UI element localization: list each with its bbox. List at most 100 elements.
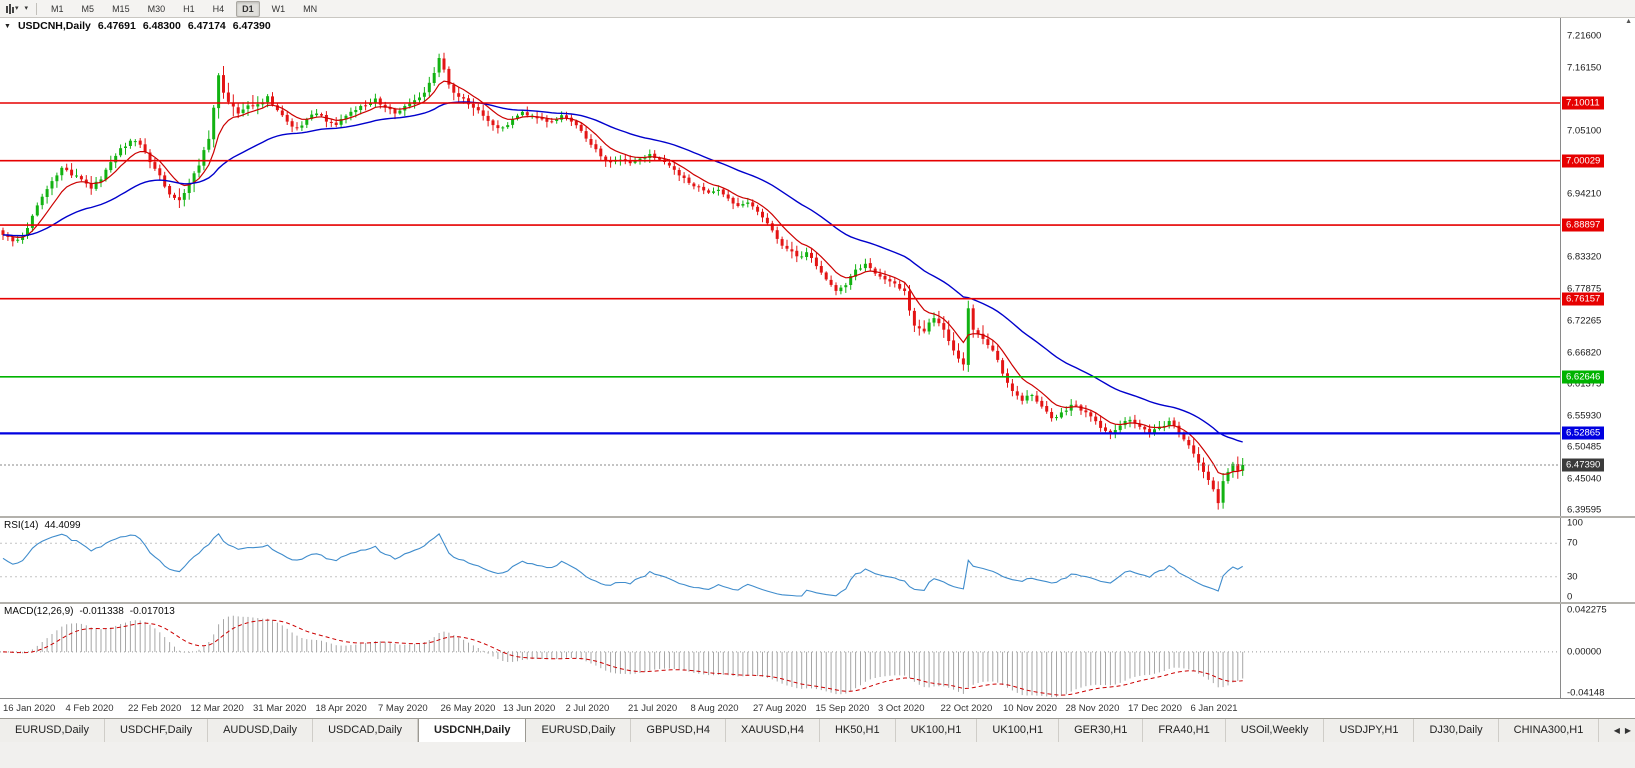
pane-separator[interactable]: [0, 602, 1635, 604]
time-label: 31 Mar 2020: [253, 703, 307, 714]
price-scale-label: 6.55930: [1567, 410, 1602, 422]
chart-tab-audusd-daily[interactable]: AUDUSD,Daily: [208, 719, 314, 742]
level-price-box: 6.62646: [1562, 370, 1605, 384]
time-label: 12 Mar 2020: [190, 703, 244, 714]
price-scale-label: 6.45040: [1567, 473, 1602, 485]
price-scale-label: 6.77875: [1567, 283, 1602, 295]
chart-tab-hk50-h1[interactable]: HK50,H1: [820, 719, 896, 742]
chevron-down-icon: ▾: [15, 4, 19, 12]
time-label: 15 Sep 2020: [815, 703, 870, 714]
chart-tab-gbpusd-h4[interactable]: GBPUSD,H4: [631, 719, 726, 742]
timeframe-button-m5[interactable]: M5: [81, 3, 95, 14]
price-scale-label: 6.39595: [1567, 504, 1602, 516]
time-label: 22 Feb 2020: [128, 703, 182, 714]
chart-tab-usoil-weekly[interactable]: USOil,Weekly: [1226, 719, 1325, 742]
rsi-scale-label: 30: [1567, 571, 1578, 583]
time-label: 8 Aug 2020: [690, 703, 739, 714]
time-label: 16 Jan 2020: [3, 703, 56, 714]
time-label: 28 Nov 2020: [1065, 703, 1120, 714]
level-price-box: 6.52865: [1562, 426, 1605, 440]
macd-canvas[interactable]: [0, 604, 1560, 698]
time-label: 3 Oct 2020: [878, 703, 925, 714]
level-price-box: 6.88897: [1562, 218, 1605, 232]
time-label: 4 Feb 2020: [65, 703, 114, 714]
macd-signal-value: -0.017013: [129, 606, 175, 617]
rsi-scale-label: 70: [1567, 537, 1578, 549]
chart-tab-xauusd-h4[interactable]: XAUUSD,H4: [726, 719, 820, 742]
rsi-value: 44.4099: [44, 520, 81, 531]
chart-ohlc-label: ▼ USDCNH,Daily 6.47691 6.48300 6.47174 6…: [4, 20, 271, 32]
time-label: 18 Apr 2020: [315, 703, 367, 714]
chart-tabs: EURUSD,Daily USDCHF,Daily AUDUSD,Daily USDC…: [0, 719, 1635, 742]
chart-collapse-icon[interactable]: ▼: [4, 22, 11, 30]
tab-scroll-right-icon[interactable]: ▶: [1624, 726, 1631, 735]
macd-name: MACD(12,26,9): [4, 606, 74, 617]
chart-tab-usdcad-daily[interactable]: USDCAD,Daily: [313, 719, 419, 742]
level-price-box: 7.10011: [1562, 96, 1604, 110]
chart-tab-eurusd-daily[interactable]: EURUSD,Daily: [0, 719, 105, 742]
rsi-pane[interactable]: RSI(14) 44.4099: [0, 518, 1560, 602]
chart-tab-usdchf-daily[interactable]: USDCHF,Daily: [105, 719, 209, 742]
level-price-box: 6.76157: [1562, 292, 1605, 306]
high-value: 6.48300: [142, 20, 181, 32]
chart-tab-uk100-h1[interactable]: UK100,H1: [896, 719, 978, 742]
time-label: 2 Jul 2020: [565, 703, 610, 714]
pane-separator[interactable]: [0, 516, 1635, 518]
time-label: 7 May 2020: [378, 703, 428, 714]
chart-tab-usdjpy-h1[interactable]: USDJPY,H1: [1324, 719, 1415, 742]
macd-scale-label: 0.00000: [1567, 646, 1602, 658]
macd-main-value: -0.011338: [79, 606, 124, 617]
time-scale[interactable]: 16 Jan 2020 4 Feb 2020 22 Feb 2020 12 Mar 2…: [0, 698, 1635, 718]
price-chart-canvas[interactable]: [0, 18, 1560, 516]
chart-symbol-label: USDCNH,Daily: [17, 20, 91, 32]
rsi-canvas[interactable]: [0, 518, 1560, 602]
chart-tabs-bar: EURUSD,Daily USDCHF,Daily AUDUSD,Daily USDC…: [0, 718, 1635, 742]
chart-tab-china300-h1[interactable]: CHINA300,H1: [1499, 719, 1600, 742]
timeframe-button-h1[interactable]: H1: [183, 3, 195, 14]
price-scale[interactable]: ▲ 7.21600 7.16150 7.05100 6.94210 6.83320 6.7…: [1560, 18, 1635, 699]
tab-scroll-left-icon[interactable]: ◀: [1613, 726, 1620, 735]
price-scale-label: 6.83320: [1567, 251, 1602, 263]
timeframe-button-h4[interactable]: H4: [212, 3, 225, 14]
price-pane[interactable]: ▼ USDCNH,Daily 6.47691 6.48300 6.47174 6…: [0, 18, 1560, 516]
chart-tab-ger30-h1[interactable]: GER30,H1: [1059, 719, 1144, 742]
time-label: 27 Aug 2020: [753, 703, 807, 714]
price-scale-label: 6.94210: [1567, 188, 1602, 200]
bar-chart-icon: [6, 3, 14, 14]
time-label: 6 Jan 2021: [1190, 703, 1238, 714]
chart-tab-fra40-h1[interactable]: FRA40,H1: [1143, 719, 1226, 742]
price-scale-label: 6.61375: [1567, 378, 1602, 390]
time-label: 26 May 2020: [440, 703, 496, 714]
timeframe-button-m15[interactable]: M15: [112, 3, 130, 14]
chart-type-dropdown[interactable]: ▾: [3, 3, 22, 15]
macd-pane[interactable]: MACD(12,26,9) -0.011338 -0.017013: [0, 604, 1560, 698]
price-scale-label: 7.21600: [1567, 30, 1602, 42]
timeframes-toolbar: ▾ ▾ M1 M5 M15 M30 H1 H4 D1 W1 MN: [0, 0, 1635, 18]
chart-tab-uk100-h1[interactable]: UK100,H1: [977, 719, 1060, 742]
zoom-dropdown[interactable]: ▾: [22, 3, 32, 15]
time-label: 10 Nov 2020: [1003, 703, 1057, 714]
macd-scale-label: 0.042275: [1567, 604, 1607, 616]
timeframe-button-m30[interactable]: M30: [147, 3, 166, 14]
close-value: 6.47390: [232, 20, 271, 32]
tab-scroll-buttons: ◀ ▶: [1607, 719, 1635, 742]
timeframe-button-w1[interactable]: W1: [271, 3, 286, 14]
rsi-scale-label: 100: [1567, 517, 1583, 529]
rsi-label: RSI(14) 44.4099: [4, 520, 81, 531]
chart-tab-eurusd-daily[interactable]: EURUSD,Daily: [526, 719, 632, 742]
timeframe-buttons: M1 M5 M15 M30 H1 H4 D1 W1 MN: [45, 0, 323, 17]
time-label: 13 Jun 2020: [503, 703, 556, 714]
time-label: 21 Jul 2020: [628, 703, 678, 714]
macd-scale-label: -0.04148: [1567, 687, 1605, 699]
timeframe-button-d1[interactable]: D1: [236, 0, 260, 17]
chart-tab-dj30-daily[interactable]: DJ30,Daily: [1414, 719, 1499, 742]
price-scale-label: 6.72265: [1567, 315, 1602, 327]
axis-scroll-up-icon[interactable]: ▲: [1625, 18, 1632, 25]
price-scale-label: 7.05100: [1567, 125, 1602, 137]
timeframe-button-mn[interactable]: MN: [303, 3, 318, 14]
chart-tab-usdcnh-daily[interactable]: USDCNH,Daily: [418, 719, 527, 742]
low-value: 6.47174: [187, 20, 226, 32]
price-scale-label: 6.66820: [1567, 347, 1602, 359]
timeframe-button-m1[interactable]: M1: [51, 3, 64, 14]
